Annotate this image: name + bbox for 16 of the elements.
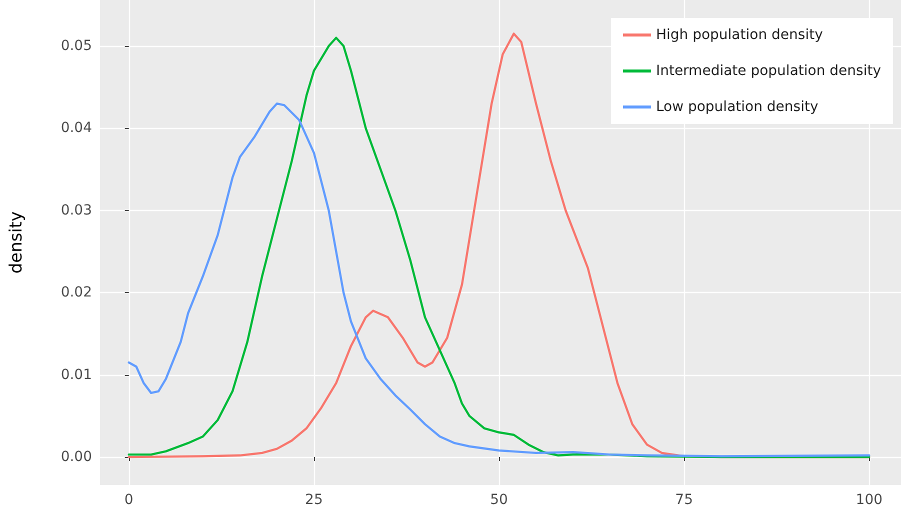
x-tick-label: 75 (675, 492, 694, 507)
legend-label: High population density (656, 27, 823, 43)
legend-label: Intermediate population density (656, 63, 882, 79)
x-tick-label: 50 (490, 492, 508, 507)
x-tick-label: 100 (856, 492, 883, 507)
y-tick-label: 0.02 (60, 284, 92, 301)
y-tick-label: 0.04 (60, 120, 92, 136)
x-tick-label: 25 (305, 492, 323, 507)
y-tick-label: 0.05 (60, 38, 92, 54)
y-tick-label: 0.03 (60, 202, 92, 218)
y-tick-label: 0.00 (60, 449, 92, 466)
line-series (128, 102, 870, 458)
y-axis-title: density (6, 211, 26, 274)
x-tick-label: 0 (124, 492, 134, 507)
y-tick-label: 0.01 (60, 366, 92, 383)
legend-label: Low population density (656, 99, 818, 115)
